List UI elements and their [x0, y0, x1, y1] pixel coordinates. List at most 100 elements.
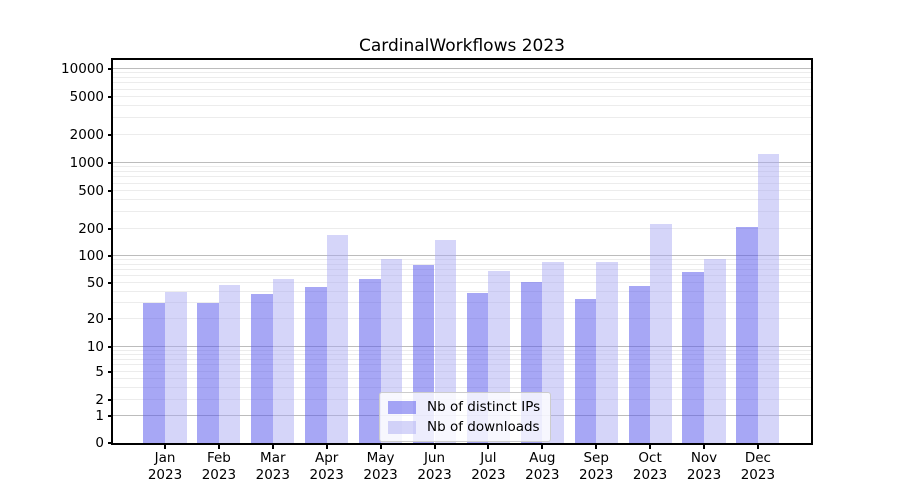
y-tick-label: 1000 — [69, 155, 104, 171]
minor-gridline — [113, 318, 811, 319]
minor-gridline — [113, 371, 811, 372]
major-gridline — [113, 346, 811, 347]
y-tick-label: 100 — [78, 248, 104, 264]
minor-gridline — [113, 166, 811, 168]
minor-gridline — [113, 190, 811, 191]
y-tick — [108, 346, 112, 348]
y-tick-label: 50 — [86, 275, 104, 291]
minor-gridline — [113, 282, 811, 283]
minor-gridline — [113, 105, 811, 107]
minor-gridline — [113, 354, 811, 356]
y-tick-label: 0 — [95, 435, 104, 451]
legend-label-downloads: Nb of downloads — [427, 419, 540, 435]
bar-downloads-oct — [650, 224, 672, 443]
x-tick — [325, 445, 328, 449]
minor-gridline — [113, 263, 811, 265]
y-tick-label: 5 — [95, 364, 104, 380]
x-tick-label: May 2023 — [363, 450, 398, 483]
minor-gridline — [113, 72, 811, 74]
legend-entry-ips: Nb of distinct IPs — [388, 399, 540, 415]
minor-gridline — [113, 364, 811, 366]
bar-ips-sep — [574, 299, 597, 443]
y-tick — [108, 162, 112, 164]
legend-entry-downloads: Nb of downloads — [388, 419, 540, 435]
minor-gridline — [113, 377, 811, 379]
minor-gridline — [113, 290, 811, 292]
y-tick-label: 10000 — [61, 61, 104, 77]
x-tick-label: Aug 2023 — [525, 450, 560, 483]
minor-gridline — [113, 302, 811, 304]
bar-ips-oct — [628, 286, 651, 443]
x-tick — [703, 445, 705, 449]
minor-gridline — [113, 96, 811, 97]
minor-gridline — [113, 199, 811, 201]
bar-ips-nov — [682, 271, 704, 443]
y-tick — [108, 399, 112, 401]
x-tick — [164, 445, 166, 449]
y-tick — [108, 96, 112, 98]
bar-ips-feb — [197, 303, 219, 443]
x-tick — [433, 445, 436, 449]
minor-gridline — [113, 228, 811, 229]
legend: Nb of distinct IPs Nb of downloads — [379, 392, 552, 442]
x-tick-label: Dec 2023 — [740, 450, 776, 483]
legend-swatch-downloads — [388, 420, 416, 434]
bar-ips-apr — [305, 287, 327, 443]
minor-gridline — [113, 134, 811, 135]
y-tick-label: 500 — [78, 183, 104, 199]
y-tick — [108, 442, 112, 444]
minor-gridline — [113, 349, 811, 351]
y-tick — [108, 255, 112, 257]
y-tick-label: 10 — [86, 339, 104, 355]
major-gridline — [113, 255, 811, 256]
x-tick-label: Jun 2023 — [417, 450, 452, 483]
minor-gridline — [113, 77, 811, 79]
bar-downloads-jan — [165, 291, 187, 443]
minor-gridline — [113, 171, 811, 173]
x-tick-label: Mar 2023 — [255, 450, 290, 483]
x-tick-label: Nov 2023 — [686, 450, 722, 483]
minor-gridline — [113, 211, 811, 213]
x-tick-label: Sep 2023 — [579, 450, 614, 483]
plot-area — [111, 58, 813, 445]
minor-gridline — [113, 88, 811, 90]
y-tick-label: 2000 — [69, 127, 104, 143]
major-gridline — [113, 68, 811, 69]
minor-gridline — [113, 268, 811, 270]
x-tick — [271, 445, 274, 449]
x-tick — [649, 445, 652, 449]
x-tick — [541, 445, 544, 449]
y-tick — [108, 415, 112, 417]
x-tick-label: Apr 2023 — [309, 450, 344, 483]
y-tick — [108, 228, 112, 230]
x-tick-label: Oct 2023 — [632, 450, 668, 483]
x-tick — [217, 445, 220, 449]
y-tick — [108, 371, 112, 373]
minor-gridline — [113, 358, 811, 360]
x-tick — [487, 445, 490, 449]
bar-ips-may — [359, 279, 381, 443]
y-tick-label: 20 — [86, 311, 104, 327]
major-gridline — [113, 162, 811, 163]
minor-gridline — [113, 259, 811, 261]
bar-ips-dec — [736, 226, 758, 443]
minor-gridline — [113, 386, 811, 388]
minor-gridline — [113, 274, 811, 276]
y-tick-label: 5000 — [69, 89, 104, 105]
bar-downloads-dec — [757, 154, 780, 443]
x-tick — [595, 445, 598, 449]
bar-downloads-nov — [704, 258, 726, 443]
y-tick — [108, 318, 112, 320]
bar-downloads-apr — [326, 235, 349, 443]
x-tick — [756, 445, 759, 449]
bar-downloads-feb — [218, 285, 241, 443]
x-tick-label: Jul 2023 — [471, 450, 506, 483]
y-tick-label: 1 — [95, 408, 104, 424]
y-tick — [108, 282, 112, 284]
legend-label-ips: Nb of distinct IPs — [427, 399, 541, 415]
y-tick — [108, 134, 112, 136]
y-tick — [108, 68, 112, 70]
x-tick-label: Feb 2023 — [201, 450, 237, 483]
minor-gridline — [113, 82, 811, 84]
bar-ips-mar — [251, 293, 273, 443]
